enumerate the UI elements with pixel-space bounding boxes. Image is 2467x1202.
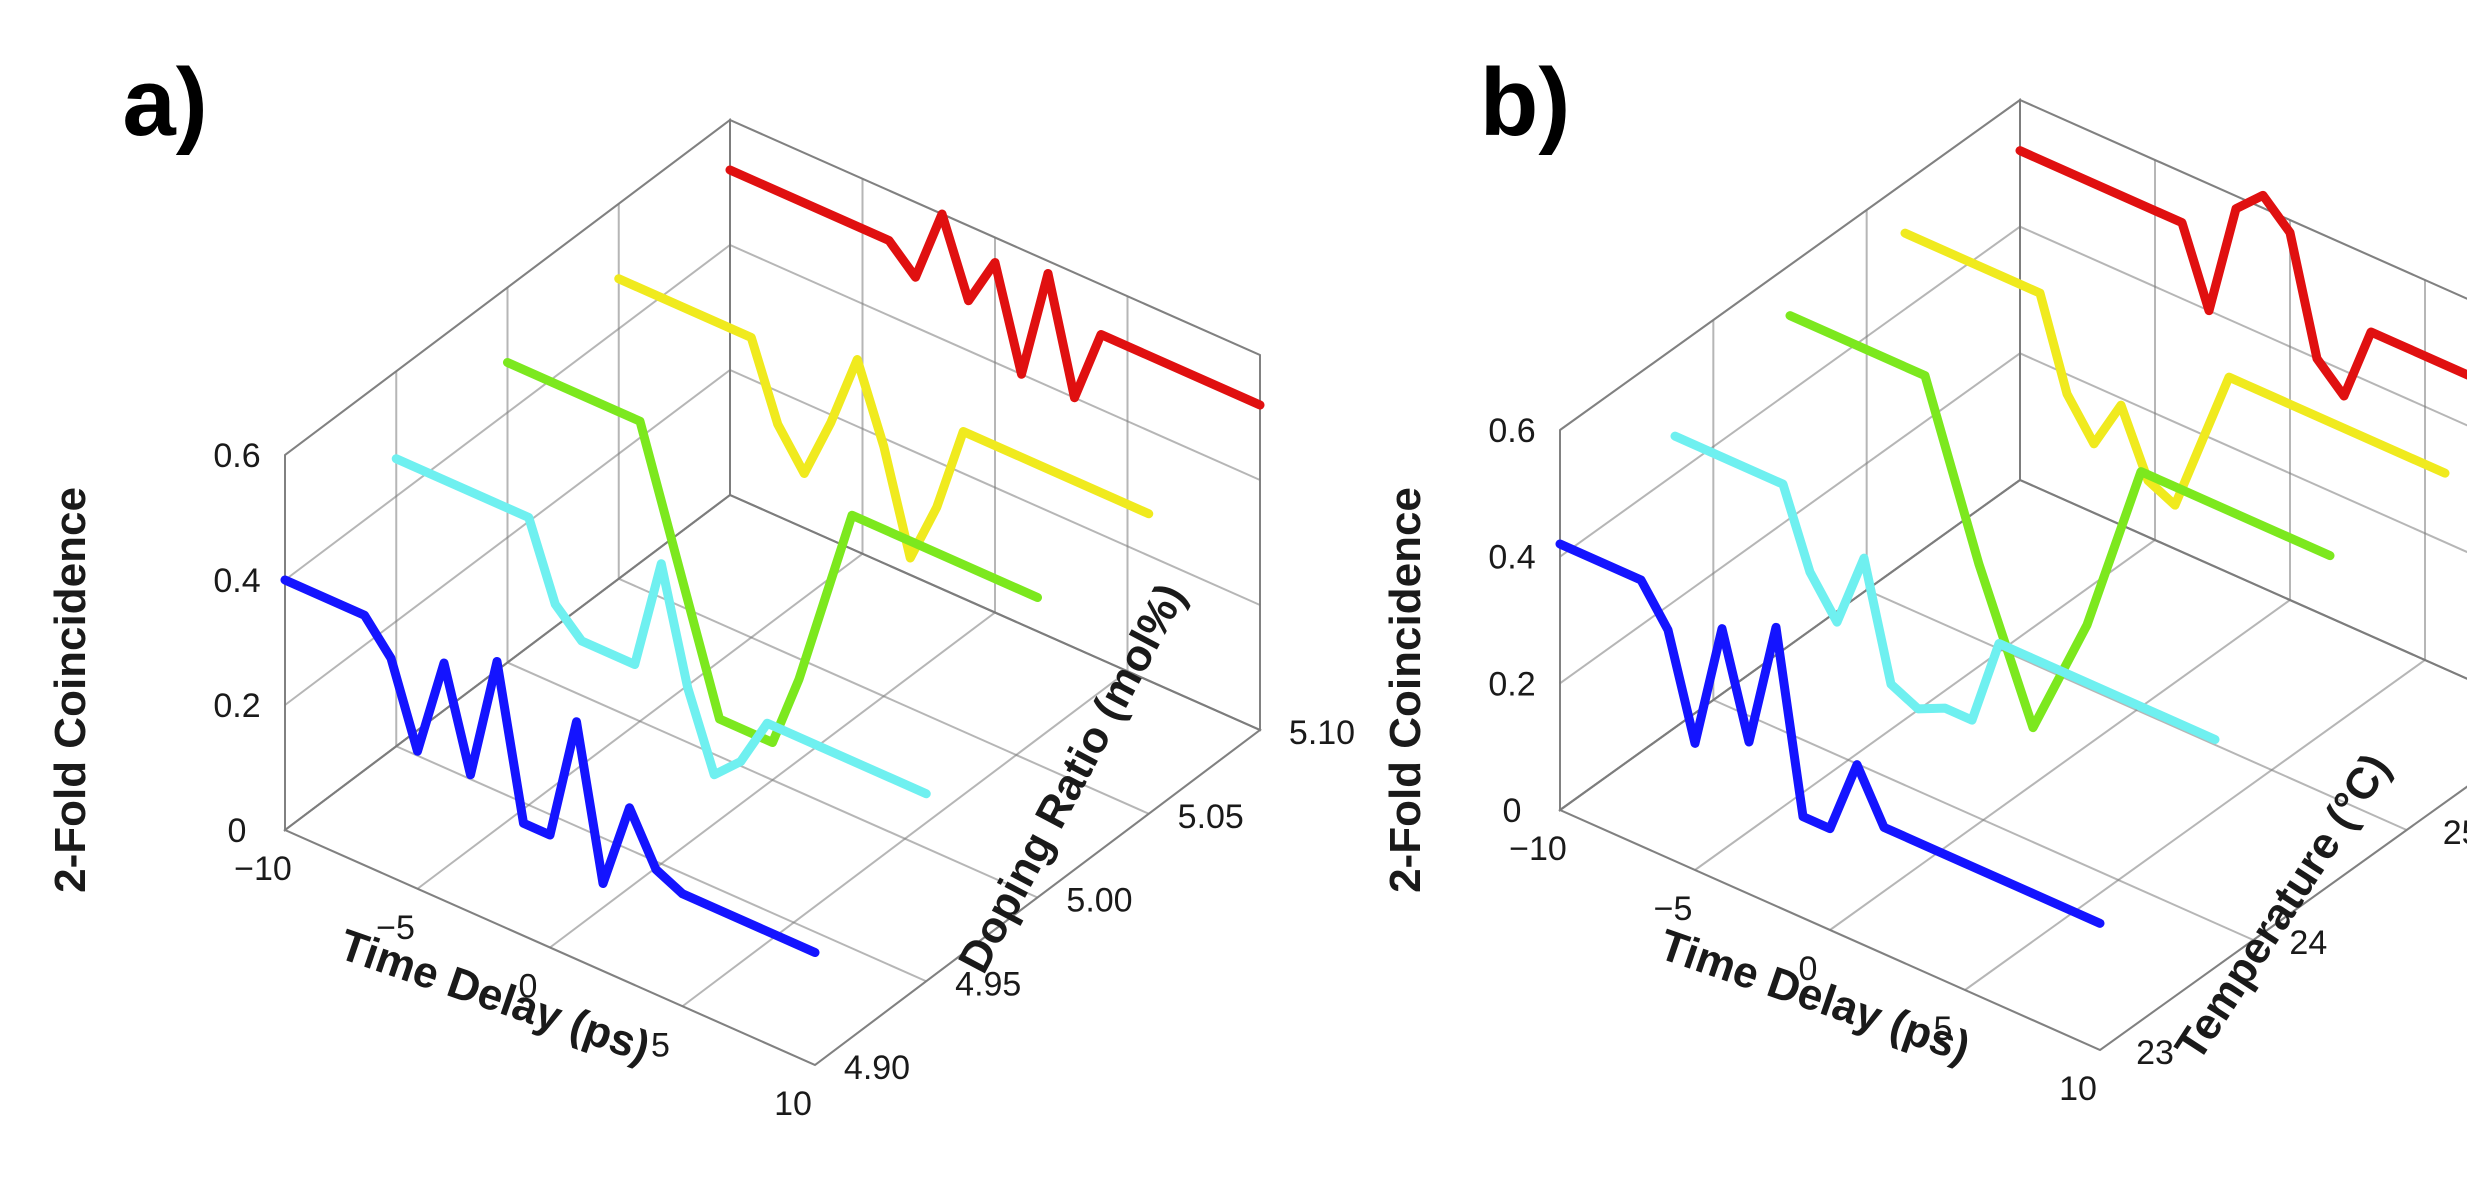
y-axis-label: Temperature (°C) bbox=[2166, 745, 2400, 1069]
z-tick-label: 0 bbox=[1503, 792, 1522, 830]
x-tick-label: 5 bbox=[651, 1026, 670, 1064]
z-axis-label: 2-Fold Coincidence bbox=[1381, 487, 1430, 893]
series-line-5.10 bbox=[725, 165, 1265, 410]
gridline-y bbox=[1559, 430, 2101, 1051]
gridline-y bbox=[1712, 320, 2254, 941]
z-tick-label: 0.4 bbox=[213, 562, 260, 600]
gridline-z bbox=[1559, 98, 2467, 431]
x-tick-label: 10 bbox=[2059, 1070, 2097, 1108]
series-line-5.00 bbox=[503, 358, 1042, 747]
gridline-x bbox=[1829, 220, 2291, 931]
x-axis-label: Time Delay (ps) bbox=[333, 920, 656, 1072]
series-line-4.95 bbox=[391, 454, 931, 799]
x-tick-label: −5 bbox=[376, 909, 415, 947]
y-tick-label: 25 bbox=[2443, 814, 2467, 852]
series-line-27 bbox=[2015, 146, 2467, 401]
gridline-x bbox=[681, 296, 1129, 1008]
panel-label: b) bbox=[1480, 49, 1571, 156]
series-line-23 bbox=[1555, 539, 2105, 928]
z-tick-label: 0.4 bbox=[1488, 539, 1535, 577]
gridline-z bbox=[284, 368, 1261, 706]
x-tick-label: 10 bbox=[774, 1085, 812, 1123]
z-tick-label: 0.6 bbox=[1488, 412, 1535, 450]
gridline-x bbox=[1964, 280, 2426, 991]
y-tick-label: 4.95 bbox=[955, 965, 1021, 1003]
gridline-y bbox=[1865, 210, 2408, 831]
x-axis-label: Time Delay (ps) bbox=[1653, 920, 1976, 1072]
panel-label: a) bbox=[122, 49, 207, 156]
gridline-z bbox=[284, 243, 1261, 581]
gridline-z bbox=[284, 118, 1261, 456]
z-tick-label: 0.2 bbox=[213, 687, 260, 725]
x-tick-label: 5 bbox=[1934, 1010, 1953, 1048]
y-tick-label: 5.00 bbox=[1066, 882, 1132, 920]
gridline-z bbox=[284, 493, 1261, 831]
x-tick-label: 0 bbox=[519, 968, 538, 1006]
gridline-y bbox=[395, 371, 927, 983]
z-tick-label: 0 bbox=[228, 812, 247, 850]
series-line-5.05 bbox=[614, 274, 1154, 563]
gridline-x bbox=[1694, 160, 2156, 871]
y-tick-label: 24 bbox=[2289, 924, 2327, 962]
x-tick-label: 0 bbox=[1799, 950, 1818, 988]
gridline-z bbox=[1559, 225, 2467, 558]
series-line-25 bbox=[1785, 311, 2335, 733]
gridline-z bbox=[1559, 352, 2467, 685]
x-tick-label: −10 bbox=[1509, 830, 1567, 868]
y-tick-label: 5.05 bbox=[1178, 798, 1244, 836]
series-line-26 bbox=[1900, 228, 2450, 510]
y-tick-label: 4.90 bbox=[844, 1049, 910, 1087]
z-tick-label: 0.6 bbox=[213, 437, 260, 475]
series-line-4.90 bbox=[280, 575, 820, 957]
y-tick-label: 5.10 bbox=[1289, 714, 1355, 752]
x-tick-label: −5 bbox=[1654, 890, 1693, 928]
z-tick-label: 0.2 bbox=[1488, 665, 1535, 703]
y-tick-label: 23 bbox=[2136, 1034, 2174, 1072]
z-axis-label: 2-Fold Coincidence bbox=[46, 487, 95, 893]
x-tick-label: −10 bbox=[234, 850, 292, 888]
panel-a: a) −10 −5 0 5 10 4.90 4.95 5.00 5.05 5.10 0 0.2 0.4 0.… bbox=[46, 49, 1355, 1123]
series-line-24 bbox=[1670, 431, 2220, 744]
gridline-z bbox=[1559, 478, 2467, 811]
